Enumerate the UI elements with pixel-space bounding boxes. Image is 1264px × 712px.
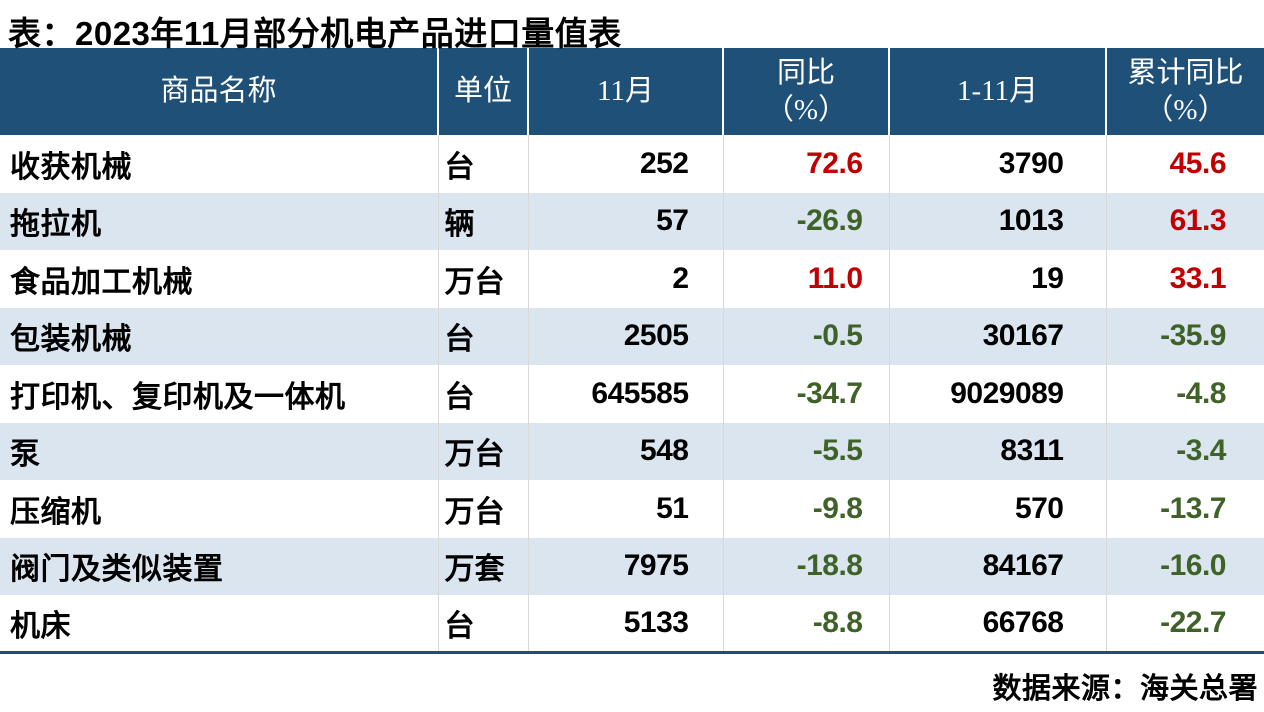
yoy-value-cell: -0.5 — [723, 307, 890, 365]
cumulative-yoy-value-cell: -35.9 — [1160, 319, 1226, 353]
jan-nov-value-cell: 8311 — [889, 422, 1107, 480]
table-row: 打印机、复印机及一体机台 645585 -34.7 9029089 -4.8 — [0, 365, 1264, 423]
cumulative-yoy-value-cell: -13.7 — [1160, 491, 1226, 525]
table-body: 收获机械台 252 72.6 3790 45.6 拖拉机辆 57 -26.9 1013 61.3 食… — [0, 135, 1264, 653]
header-yoy: 同比 （%） — [723, 48, 890, 135]
header-unit: 单位 — [438, 48, 529, 135]
header-jan-nov: 1-11月 — [889, 48, 1107, 135]
unit-cell: 万台 — [438, 422, 529, 480]
cumulative-yoy-value-cell: 33.1 — [1169, 261, 1227, 295]
header-label-line2: （%） — [764, 93, 848, 126]
table-row: 压缩机 万台 51 -9.8 570 -13.7 — [0, 480, 1264, 538]
cumulative-yoy-value-cell: -4.8 — [1176, 376, 1226, 410]
header-product-name: 商品名称 — [0, 48, 439, 135]
november-value-cell: 51 — [528, 480, 724, 538]
november-value-cell: 2505 — [528, 307, 724, 365]
cumulative-yoy-value-cell: -3.4 — [1176, 434, 1226, 468]
november-value-cell: 5133 — [528, 595, 724, 653]
product-name-cell: 机床 — [0, 595, 439, 653]
unit-cell: 万台 — [438, 250, 529, 308]
header-label: 单位 — [453, 75, 512, 108]
header-label: 11月 — [597, 75, 654, 108]
product-name-cell: 食品加工机械 — [0, 250, 439, 308]
unit-cell: 万套 — [438, 537, 529, 595]
cumulative-yoy-value-cell: 61.3 — [1169, 204, 1227, 238]
yoy-value-cell: 72.6 — [723, 135, 890, 193]
table-row: 机床台 5133 -8.8 66768 -22.7 — [0, 595, 1264, 653]
yoy-value-cell: -5.5 — [723, 422, 890, 480]
unit-cell: 万台 — [438, 480, 529, 538]
header-label: 商品名称 — [160, 75, 277, 108]
product-name-cell: 收获机械 — [0, 135, 439, 193]
yoy-value-cell: -18.8 — [723, 537, 890, 595]
cumulative-yoy-value-cell: -22.7 — [1160, 606, 1226, 639]
unit-cell: 台 — [438, 595, 529, 653]
table-row: 泵万台 548 -5.5 8311 -3.4 — [0, 422, 1264, 480]
product-name-cell: 打印机、复印机及一体机 — [0, 365, 439, 423]
header-row: 商品名称 单位 11月 同比 （%） 1-11月 — [0, 48, 1264, 135]
cumulative-yoy-value-cell: 45.6 — [1169, 146, 1227, 180]
header-november: 11月 — [528, 48, 724, 135]
table-row: 阀门及类似装置 万套 7975 -18.8 84167 -16.0 — [0, 537, 1264, 595]
import-data-table: 商品名称 单位 11月 同比 （%） 1-11月 — [0, 48, 1264, 654]
header-label: 同比 — [776, 57, 835, 90]
unit-cell: 台 — [438, 365, 529, 423]
product-name-cell: 压缩机 — [0, 480, 439, 538]
november-value-cell: 548 — [528, 422, 724, 480]
jan-nov-value-cell: 3790 — [889, 135, 1107, 193]
header-label: 1-11月 — [956, 75, 1039, 108]
table-row: 包装机械台 2505 -0.5 30167 -35.9 — [0, 307, 1264, 365]
product-name-cell: 阀门及类似装置 — [0, 537, 439, 595]
header-label: 累计同比 — [1127, 57, 1244, 90]
jan-nov-value-cell: 19 — [889, 250, 1107, 308]
yoy-value-cell: -26.9 — [723, 192, 890, 250]
yoy-value-cell: -8.8 — [723, 595, 890, 653]
unit-cell: 台 — [438, 135, 529, 193]
unit-cell: 辆 — [438, 192, 529, 250]
jan-nov-value-cell: 30167 — [889, 307, 1107, 365]
jan-nov-value-cell: 1013 — [889, 192, 1107, 250]
header-cumulative-yoy: 累计同比 （%） — [1106, 48, 1264, 135]
page-title: 表：2023年11月部分机电产品进口量值表 — [8, 15, 622, 52]
november-value-cell: 645585 — [528, 365, 724, 423]
table-row: 食品加工机械 万台 2 11.0 19 33.1 — [0, 250, 1264, 308]
table-row: 拖拉机辆 57 -26.9 1013 61.3 — [0, 192, 1264, 250]
november-value-cell: 252 — [528, 135, 724, 193]
yoy-value-cell: -34.7 — [723, 365, 890, 423]
unit-cell: 台 — [438, 307, 529, 365]
data-source-note: 数据来源：海关总署 — [992, 673, 1258, 705]
product-name-cell: 包装机械 — [0, 307, 439, 365]
jan-nov-value-cell: 9029089 — [889, 365, 1107, 423]
header-label-line2: （%） — [1144, 93, 1227, 126]
yoy-value-cell: 11.0 — [723, 250, 890, 308]
yoy-value-cell: -9.8 — [723, 480, 890, 538]
jan-nov-value-cell: 84167 — [889, 537, 1107, 595]
cumulative-yoy-value-cell: -16.0 — [1160, 549, 1226, 583]
jan-nov-value-cell: 570 — [889, 480, 1107, 538]
product-name-cell: 泵 — [0, 422, 439, 480]
november-value-cell: 7975 — [528, 537, 724, 595]
november-value-cell: 2 — [528, 250, 724, 308]
november-value-cell: 57 — [528, 192, 724, 250]
jan-nov-value-cell: 66768 — [889, 595, 1107, 653]
table-header: 商品名称 单位 11月 同比 （%） 1-11月 — [0, 48, 1264, 135]
table-row: 收获机械台 252 72.6 3790 45.6 — [0, 135, 1264, 193]
product-name-cell: 拖拉机 — [0, 192, 439, 250]
